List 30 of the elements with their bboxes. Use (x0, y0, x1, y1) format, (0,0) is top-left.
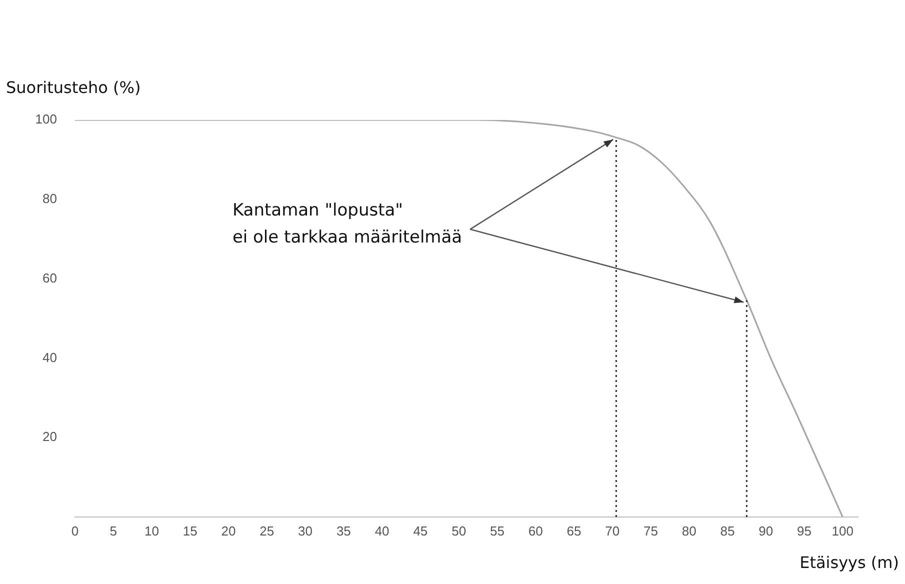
x-tick-label: 15 (182, 523, 198, 538)
x-tick-label: 5 (110, 523, 117, 538)
x-tick-label: 35 (336, 523, 351, 538)
x-tick-label: 55 (490, 523, 504, 538)
x-tick-label: 80 (682, 523, 696, 538)
x-tick-label: 25 (260, 523, 274, 538)
x-tick-label: 40 (374, 523, 390, 538)
x-tick-label: 30 (298, 523, 313, 538)
x-tick-label: 20 (221, 523, 236, 538)
x-tick-label: 75 (644, 523, 658, 538)
x-tick-label: 85 (720, 523, 735, 538)
x-tick-label: 65 (566, 523, 582, 538)
y-axis-title: Suoritusteho (%) (6, 78, 141, 97)
x-tick-label: 50 (452, 523, 466, 538)
y-tick-label: 40 (42, 350, 57, 365)
x-tick-label: 60 (528, 523, 543, 538)
line-series (75, 120, 844, 517)
x-tick-label: 0 (71, 523, 79, 538)
x-axis-title: Etäisyys (m) (800, 553, 899, 572)
annotation: Kantaman "lopusta" ei ole tarkkaa määritelmää (232, 200, 462, 248)
y-tick-label: 20 (42, 429, 57, 444)
x-tick-label: 90 (758, 523, 774, 538)
y-tick-label: 80 (42, 190, 57, 206)
x-tick-label: 70 (605, 523, 620, 538)
x-tick-label: 45 (413, 523, 428, 538)
y-tick-label: 100 (35, 112, 57, 127)
y-tick-label: 60 (42, 270, 57, 286)
x-tick-label: 10 (144, 523, 159, 538)
x-tick-label: 100 (832, 523, 854, 538)
x-tick-label: 95 (797, 523, 812, 538)
